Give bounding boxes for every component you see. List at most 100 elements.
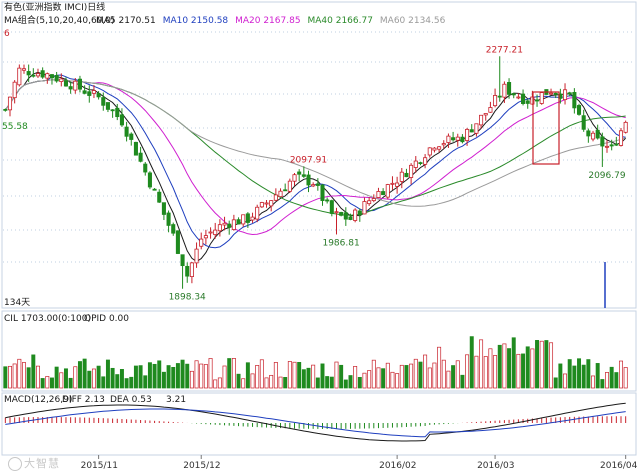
- volume-bar: [609, 366, 614, 389]
- volume-bar: [357, 377, 362, 389]
- ma20-line: [4, 79, 626, 236]
- volume-bar: [199, 363, 204, 389]
- volume-bar: [91, 368, 96, 389]
- volume-bar: [17, 358, 22, 389]
- volume-bar: [334, 361, 339, 389]
- candle-body: [255, 206, 260, 220]
- volume-bar: [451, 365, 456, 389]
- candle-body: [404, 172, 409, 178]
- volume-bar: [339, 364, 344, 389]
- candle-body: [339, 212, 344, 216]
- candle-body: [245, 213, 250, 223]
- volume-bar: [479, 339, 484, 389]
- volume-bar: [385, 362, 390, 389]
- volume-bar: [460, 374, 465, 389]
- price-grid: [3, 31, 635, 263]
- candle-body: [427, 147, 432, 156]
- candle-body: [208, 231, 213, 234]
- candle-body: [488, 107, 493, 113]
- candle-body: [604, 145, 610, 148]
- volume-bar: [115, 374, 120, 389]
- volume-bar: [516, 353, 521, 389]
- volume-bar: [82, 358, 87, 389]
- day-count-label: 134天: [4, 298, 30, 308]
- candle-body: [147, 172, 152, 188]
- volume-bar: [49, 377, 54, 389]
- ma-legend-item: MA60 2134.56: [380, 16, 446, 26]
- volume-bar: [59, 372, 64, 389]
- candle-body: [171, 224, 176, 234]
- candle-body: [576, 105, 582, 115]
- macd-hist-label: 3.21: [166, 395, 186, 405]
- volume-bar: [73, 366, 78, 389]
- candle-body: [353, 209, 358, 221]
- volume-bar: [399, 364, 404, 389]
- candle-body: [17, 67, 22, 86]
- candle-body: [21, 68, 27, 71]
- dea-line: [5, 408, 626, 438]
- volume-bar: [287, 361, 292, 389]
- ma60-line: [4, 79, 626, 207]
- chart-title: 有色(亚洲指数 IMCI)日线: [4, 1, 105, 13]
- candle-body: [343, 212, 348, 220]
- macd-histogram: [4, 402, 627, 442]
- candle-body: [423, 157, 428, 165]
- highlight-box: [532, 91, 560, 165]
- candle-body: [441, 143, 446, 146]
- volume-bar: [255, 365, 260, 389]
- candle-body: [348, 216, 353, 220]
- candle-body: [567, 92, 572, 95]
- volume-bar: [567, 359, 572, 389]
- volume-bar: [483, 356, 488, 389]
- volume-bar: [133, 365, 138, 389]
- macd-panel-frame: [1, 392, 637, 456]
- volume-bar: [166, 365, 171, 389]
- volume-bar: [367, 370, 372, 389]
- volume-bar: [441, 359, 446, 389]
- volume-bar: [535, 340, 540, 389]
- x-axis: 2015/11 2015/12 2016/02 2016/03 2016/04: [81, 455, 638, 471]
- candle-body: [77, 78, 82, 90]
- volume-panel-frame: [1, 310, 637, 392]
- volume-bar: [138, 365, 143, 389]
- candle-body: [553, 92, 558, 95]
- candle-body: [231, 219, 236, 230]
- candle-body: [124, 126, 129, 137]
- volume-bar: [525, 346, 530, 389]
- volume-bar: [189, 370, 194, 389]
- candle-body: [320, 184, 325, 202]
- volume-bar: [493, 355, 498, 389]
- candle-body: [63, 80, 68, 87]
- candle-body: [54, 75, 59, 82]
- candle-body: [259, 202, 264, 208]
- candle-body: [306, 174, 311, 186]
- candle-body: [483, 113, 488, 116]
- candle-body: [297, 171, 302, 175]
- candle-body: [563, 89, 568, 101]
- candle-body: [614, 143, 619, 146]
- candle-body: [189, 262, 194, 278]
- candle-body: [138, 152, 143, 162]
- volume-bar: [343, 379, 348, 389]
- volume-bar: [497, 344, 502, 389]
- volume-bar: [227, 358, 232, 389]
- volume-bar: [521, 353, 526, 389]
- candle-body: [40, 70, 45, 78]
- volume-bar: [502, 343, 507, 389]
- candle-body: [493, 95, 498, 107]
- volume-bar: [245, 362, 250, 389]
- volume-bar: [418, 361, 423, 389]
- candle-body: [590, 132, 596, 140]
- candle-body: [236, 219, 241, 225]
- volume-bar: [31, 354, 36, 389]
- volume-bar: [544, 340, 549, 389]
- volume-bar: [586, 359, 591, 389]
- candle-body: [474, 123, 479, 134]
- candle-body: [437, 146, 442, 150]
- volume-bar: [273, 362, 278, 389]
- volume-bar: [96, 365, 101, 389]
- candle-body: [264, 202, 269, 205]
- candle-body: [357, 210, 362, 216]
- candle-body: [595, 129, 600, 139]
